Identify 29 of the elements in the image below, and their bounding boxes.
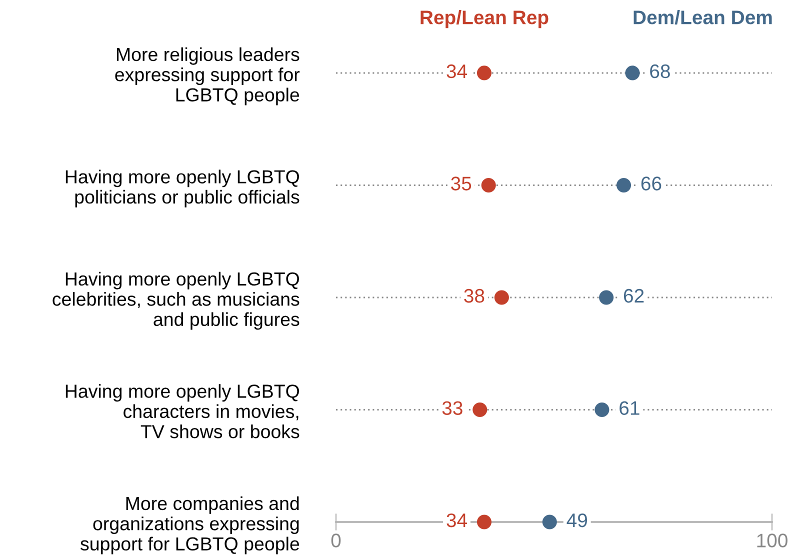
y-tick-label: More religious leaders expressing support for LGBTQ people	[115, 47, 300, 106]
point	[616, 178, 632, 193]
data-label: 66	[641, 176, 662, 190]
data-label: 34	[446, 64, 468, 78]
point	[476, 514, 492, 530]
y-tick-label: Having more openly LGBTQ politicians or public officials	[66, 170, 300, 208]
point	[599, 290, 614, 305]
data-label: 33	[442, 401, 462, 415]
y-tick-label: Having more openly LGBTQ celebrities, such as musicians and public figures	[52, 272, 300, 330]
point	[625, 66, 640, 80]
data-label: 62	[624, 288, 644, 303]
point	[542, 514, 557, 530]
point	[494, 290, 509, 305]
data-label: 38	[464, 288, 484, 303]
point	[481, 178, 496, 193]
data-label: 35	[451, 176, 472, 190]
y-tick-label: Having more openly LGBTQ characters in movies, TV shows or books	[66, 384, 300, 438]
text: Dem/Lean Dem	[634, 10, 772, 24]
y-tick-label: More companies and organizations expressing support for LGBTQ people	[80, 496, 300, 554]
text: Rep/Lean Rep	[420, 10, 548, 28]
x-tick-label: 0	[331, 534, 341, 548]
data-label: 34	[446, 513, 468, 528]
x-tick-label: 100	[757, 534, 788, 548]
data-label: 68	[650, 64, 670, 78]
point	[594, 402, 610, 418]
data-label: 49	[566, 513, 588, 528]
point	[472, 402, 488, 418]
data-label: 61	[620, 401, 640, 415]
point	[476, 66, 492, 80]
